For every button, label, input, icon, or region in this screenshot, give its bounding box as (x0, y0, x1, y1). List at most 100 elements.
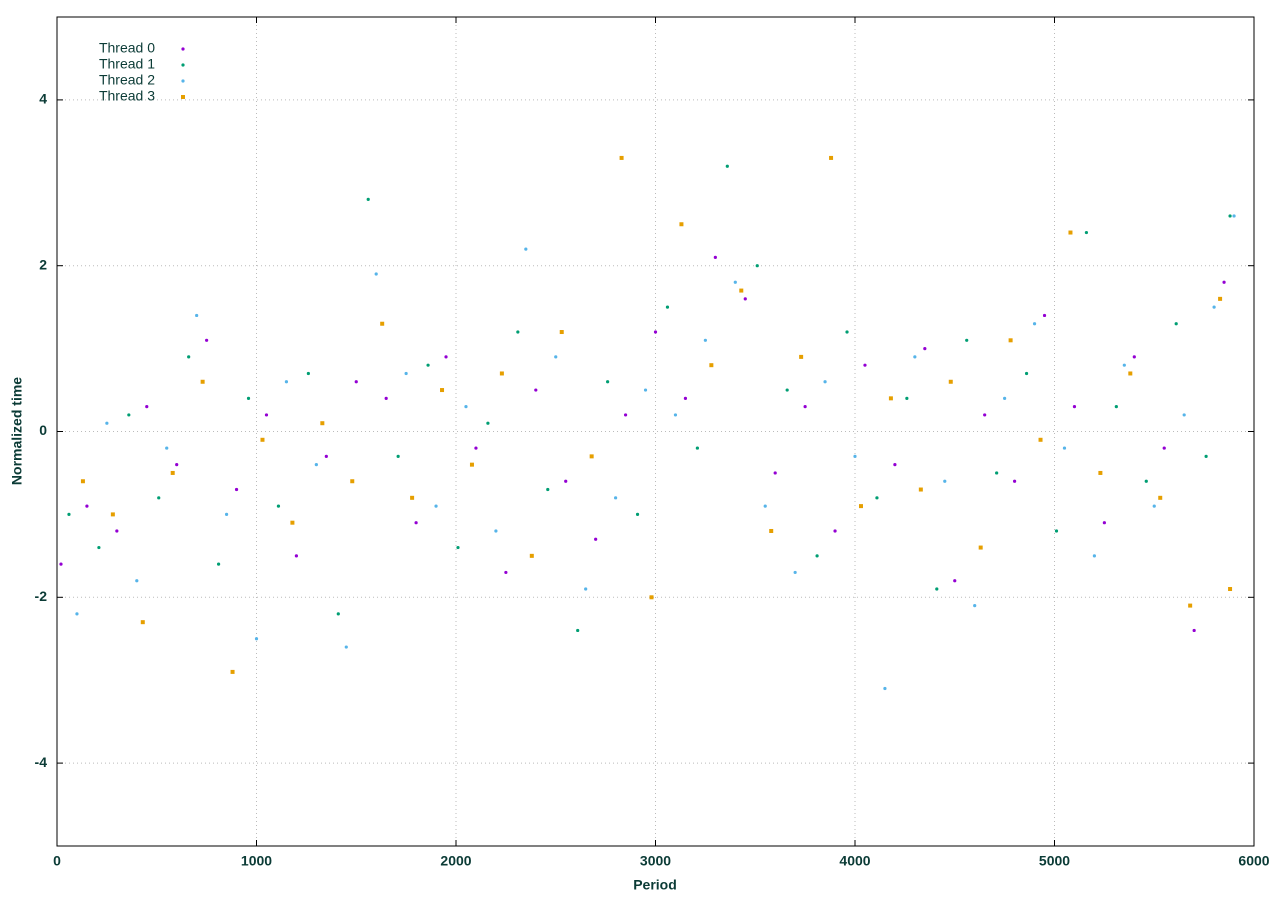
point (589, 454, 594, 459)
point (833, 529, 837, 533)
point (983, 413, 987, 417)
point (1008, 338, 1013, 343)
point (785, 388, 789, 392)
point (434, 504, 438, 508)
point (606, 380, 610, 384)
legend-marker (181, 47, 185, 51)
point (105, 421, 109, 425)
legend-marker (181, 63, 185, 67)
point (619, 155, 624, 160)
point (773, 471, 777, 475)
x-tick-label: 6000 (1238, 853, 1269, 869)
point (80, 479, 85, 484)
point (1192, 628, 1196, 633)
point (350, 479, 355, 484)
point (67, 512, 71, 517)
point (127, 413, 131, 417)
point (410, 495, 415, 500)
point (170, 470, 175, 475)
point (803, 405, 807, 409)
point (973, 603, 977, 608)
point (858, 504, 863, 509)
point (673, 413, 678, 417)
point (1228, 587, 1233, 592)
point (516, 330, 520, 334)
point (1042, 313, 1047, 318)
point (905, 396, 909, 400)
point (534, 388, 538, 392)
point (623, 413, 628, 417)
point (649, 595, 654, 600)
point (200, 379, 205, 384)
point (1122, 363, 1126, 367)
point (923, 347, 927, 351)
point (1228, 214, 1232, 218)
point (374, 272, 378, 276)
point (893, 463, 897, 467)
point (1013, 479, 1017, 483)
point (254, 637, 259, 641)
point (1218, 296, 1223, 301)
point (469, 462, 474, 467)
point (1128, 371, 1133, 376)
point (1158, 495, 1163, 500)
plot-frame (56, 16, 1255, 847)
point (739, 288, 744, 293)
point (695, 446, 699, 450)
point (1132, 355, 1136, 359)
point (953, 579, 957, 583)
point (1182, 413, 1186, 417)
x-tick-label: 1000 (241, 853, 272, 869)
point (725, 164, 729, 168)
point (440, 388, 445, 393)
point (965, 338, 969, 342)
legend-marker (181, 79, 185, 83)
point (444, 355, 448, 359)
point (524, 247, 528, 251)
point (1188, 603, 1193, 608)
point (755, 264, 759, 268)
point (97, 545, 101, 550)
point (1084, 230, 1089, 235)
point (324, 454, 328, 458)
point (320, 421, 325, 426)
point (344, 645, 348, 649)
point (546, 487, 550, 492)
point (769, 528, 774, 533)
point (643, 388, 648, 392)
point (75, 612, 79, 616)
point (863, 363, 867, 367)
point (815, 554, 819, 558)
point (165, 446, 169, 450)
point (1152, 504, 1156, 508)
point (396, 454, 400, 458)
point (918, 487, 923, 492)
point (829, 155, 834, 160)
point (426, 363, 430, 367)
legend-label: Thread 2 (99, 72, 155, 88)
point (845, 330, 849, 334)
x-axis-title: Period (633, 877, 677, 893)
point (380, 321, 385, 326)
y-tick-label: -2 (35, 588, 48, 604)
point (246, 396, 251, 400)
point (1032, 322, 1037, 326)
point (264, 413, 269, 417)
legend-label: Thread 0 (99, 40, 155, 56)
point (943, 479, 947, 483)
point (260, 437, 265, 442)
point (823, 380, 827, 384)
point (1222, 280, 1226, 284)
point (306, 371, 310, 376)
point (948, 379, 953, 384)
point (59, 562, 63, 566)
point (703, 338, 707, 342)
point (205, 338, 209, 342)
point (464, 405, 468, 409)
point (314, 463, 318, 467)
point (559, 330, 564, 335)
legend-label: Thread 1 (99, 56, 155, 72)
legend-label: Thread 3 (99, 88, 155, 104)
point (135, 579, 139, 583)
